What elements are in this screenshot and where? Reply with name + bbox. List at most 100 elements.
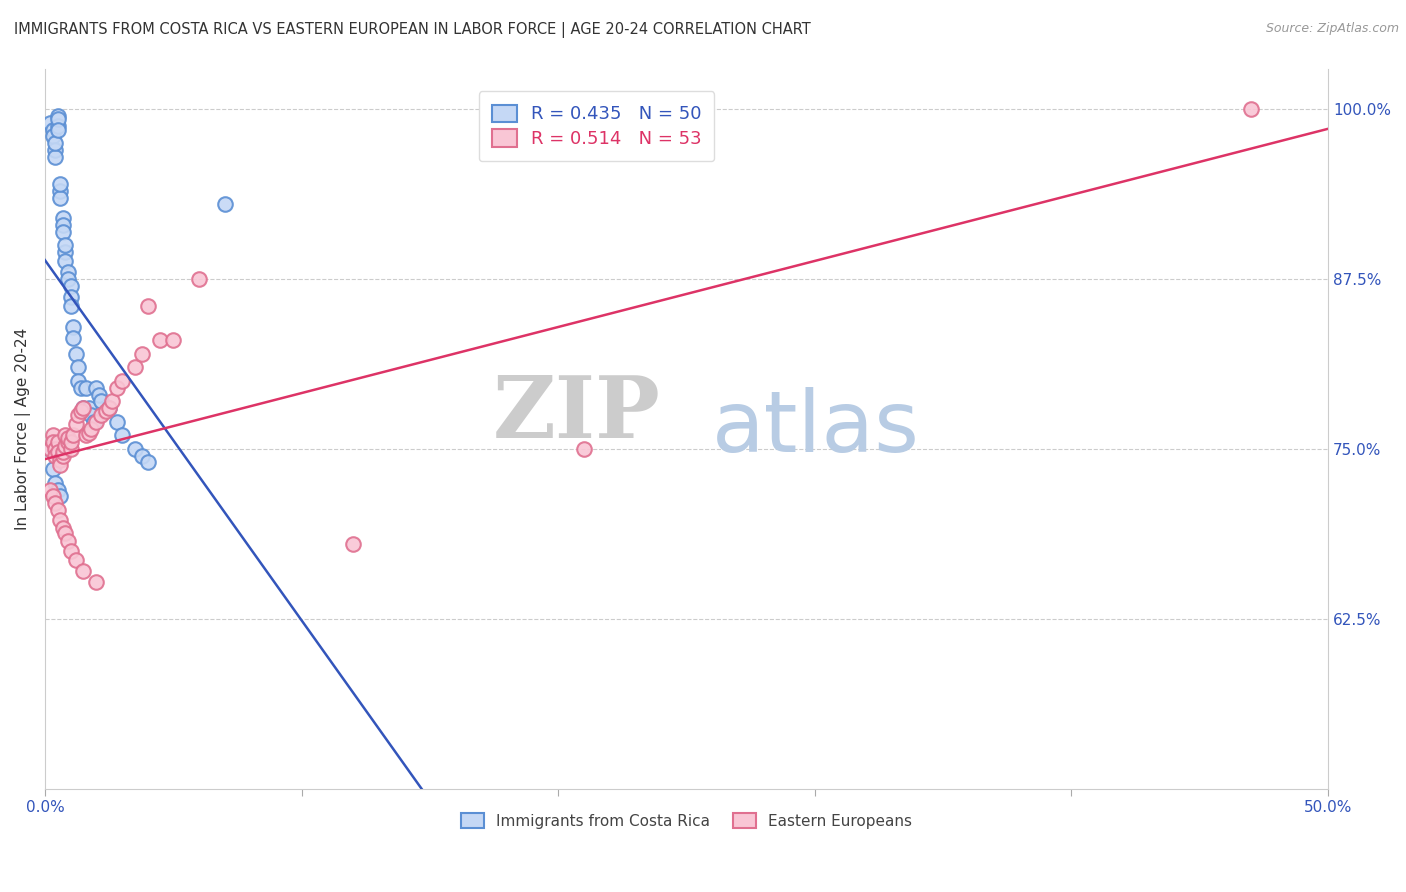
Point: [44, 442, 66, 456]
Point: [41, 462, 63, 476]
Point: [124, 360, 146, 375]
Point: [49, 190, 72, 204]
Point: [52, 218, 75, 232]
Text: atlas: atlas: [713, 387, 920, 470]
Point: [49, 177, 72, 191]
Point: [72, 564, 94, 578]
Point: [131, 347, 153, 361]
Point: [131, 449, 153, 463]
Point: [41, 129, 63, 144]
Point: [75, 428, 97, 442]
Point: [55, 526, 77, 541]
Point: [39, 483, 62, 497]
Point: [52, 521, 75, 535]
Point: [44, 449, 66, 463]
Point: [46, 444, 69, 458]
Point: [46, 119, 69, 133]
Point: [90, 408, 112, 422]
Point: [59, 543, 82, 558]
Point: [39, 442, 62, 456]
Point: [62, 330, 84, 344]
Point: [105, 415, 128, 429]
Point: [62, 428, 84, 442]
Point: [52, 444, 75, 458]
Point: [55, 439, 77, 453]
Point: [41, 490, 63, 504]
Point: [56, 265, 79, 279]
Point: [52, 211, 75, 225]
Point: [65, 417, 87, 432]
Point: [55, 428, 77, 442]
Text: ZIP: ZIP: [494, 372, 661, 456]
Point: [46, 435, 69, 450]
Point: [41, 435, 63, 450]
Point: [46, 109, 69, 123]
Point: [41, 122, 63, 136]
Point: [162, 333, 184, 347]
Point: [62, 319, 84, 334]
Point: [44, 150, 66, 164]
Text: IMMIGRANTS FROM COSTA RICA VS EASTERN EUROPEAN IN LABOR FORCE | AGE 20-24 CORREL: IMMIGRANTS FROM COSTA RICA VS EASTERN EU…: [14, 22, 811, 38]
Point: [49, 184, 72, 198]
Y-axis label: In Labor Force | Age 20-24: In Labor Force | Age 20-24: [15, 327, 31, 530]
Point: [55, 244, 77, 259]
Point: [39, 116, 62, 130]
Point: [77, 425, 100, 440]
Point: [41, 428, 63, 442]
Point: [59, 435, 82, 450]
Point: [56, 534, 79, 549]
Point: [46, 122, 69, 136]
Point: [124, 442, 146, 456]
Point: [59, 278, 82, 293]
Point: [83, 415, 105, 429]
Point: [1240, 103, 1263, 117]
Point: [59, 290, 82, 304]
Point: [80, 421, 103, 435]
Point: [111, 374, 134, 388]
Point: [84, 575, 107, 590]
Point: [46, 112, 69, 126]
Point: [59, 299, 82, 313]
Point: [67, 374, 90, 388]
Point: [56, 435, 79, 450]
Point: [44, 136, 66, 151]
Point: [67, 408, 90, 422]
Point: [136, 299, 159, 313]
Point: [69, 404, 91, 418]
Point: [105, 381, 128, 395]
Point: [49, 458, 72, 473]
Point: [55, 254, 77, 268]
Point: [96, 404, 118, 418]
Point: [39, 442, 62, 456]
Point: [52, 449, 75, 463]
Point: [100, 394, 122, 409]
Point: [72, 401, 94, 416]
Point: [46, 503, 69, 517]
Point: [342, 537, 364, 551]
Point: [111, 428, 134, 442]
Point: [49, 512, 72, 526]
Text: Source: ZipAtlas.com: Source: ZipAtlas.com: [1265, 22, 1399, 36]
Point: [65, 553, 87, 567]
Point: [44, 143, 66, 157]
Point: [98, 401, 121, 416]
Point: [75, 381, 97, 395]
Point: [56, 272, 79, 286]
Point: [44, 496, 66, 510]
Point: [55, 238, 77, 252]
Point: [84, 415, 107, 429]
Point: [56, 431, 79, 445]
Point: [49, 490, 72, 504]
Point: [72, 401, 94, 416]
Point: [65, 347, 87, 361]
Legend: Immigrants from Costa Rica, Eastern Europeans: Immigrants from Costa Rica, Eastern Euro…: [454, 806, 918, 835]
Point: [84, 381, 107, 395]
Point: [149, 333, 172, 347]
Point: [49, 452, 72, 467]
Point: [572, 442, 595, 456]
Point: [46, 483, 69, 497]
Point: [80, 408, 103, 422]
Point: [87, 387, 110, 401]
Point: [90, 394, 112, 409]
Point: [214, 197, 236, 211]
